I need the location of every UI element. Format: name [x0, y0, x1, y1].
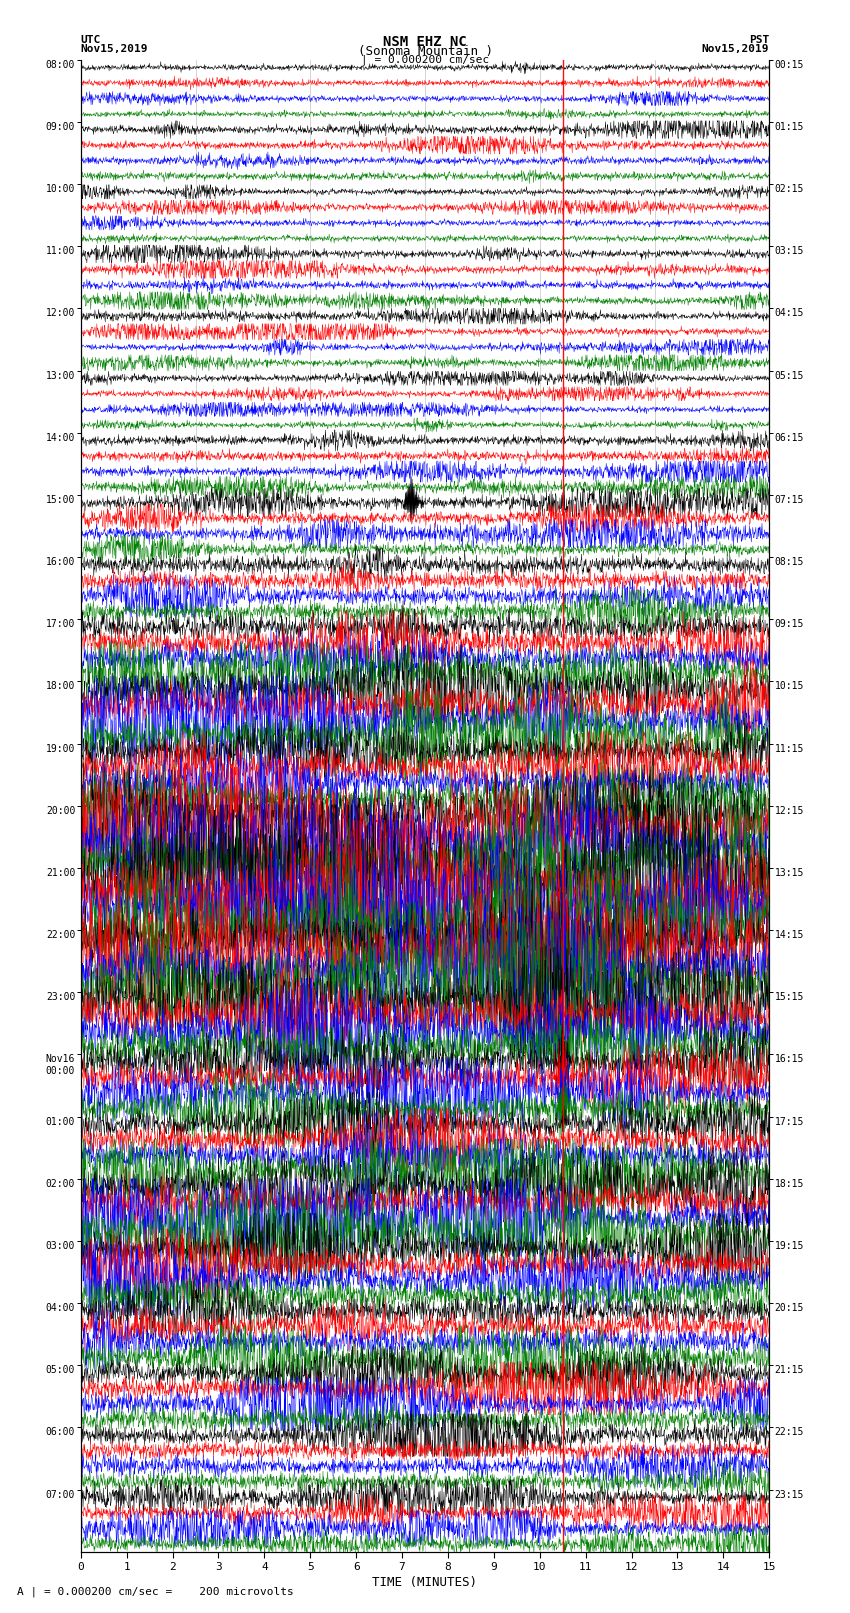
Text: UTC: UTC	[81, 35, 101, 45]
Text: NSM EHZ NC: NSM EHZ NC	[383, 35, 467, 48]
Text: Nov15,2019: Nov15,2019	[81, 44, 148, 53]
Text: A | = 0.000200 cm/sec =    200 microvolts: A | = 0.000200 cm/sec = 200 microvolts	[17, 1586, 294, 1597]
X-axis label: TIME (MINUTES): TIME (MINUTES)	[372, 1576, 478, 1589]
Text: | = 0.000200 cm/sec: | = 0.000200 cm/sec	[361, 55, 489, 66]
Text: Nov15,2019: Nov15,2019	[702, 44, 769, 53]
Text: PST: PST	[749, 35, 769, 45]
Text: (Sonoma Mountain ): (Sonoma Mountain )	[358, 45, 492, 58]
